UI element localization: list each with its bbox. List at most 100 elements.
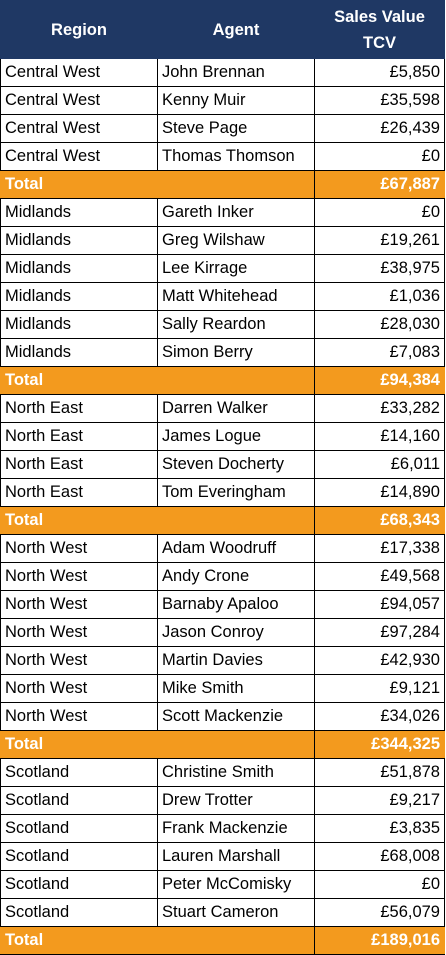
total-blank-cell [157,926,315,955]
agent-cell: Gareth Inker [157,198,315,227]
sales-value-cell: £42,930 [314,646,445,675]
total-blank-cell [157,506,315,535]
table-row: North East James Logue £14,160 [0,422,445,451]
agent-cell: Scott Mackenzie [157,702,315,731]
agent-cell: Frank Mackenzie [157,814,315,843]
region-cell: Midlands [0,226,158,255]
region-cell: Scotland [0,758,158,787]
agent-cell: Steven Docherty [157,450,315,479]
sales-value-cell: £56,079 [314,898,445,927]
region-cell: Midlands [0,254,158,283]
sales-value-cell: £14,160 [314,422,445,451]
agent-cell: Darren Walker [157,394,315,423]
sales-value-cell: £97,284 [314,618,445,647]
total-row: Total £67,887 [0,170,445,199]
total-blank-cell [157,170,315,199]
total-blank-cell [157,730,315,759]
sales-value-cell: £49,568 [314,562,445,591]
agent-cell: Tom Everingham [157,478,315,507]
table-row: North East Tom Everingham £14,890 [0,478,445,507]
table-row: Midlands Lee Kirrage £38,975 [0,254,445,283]
total-value-cell: £94,384 [314,366,445,395]
agent-cell: Andy Crone [157,562,315,591]
table-row: Scotland Stuart Cameron £56,079 [0,898,445,927]
region-cell: Central West [0,142,158,171]
table-row: Midlands Matt Whitehead £1,036 [0,282,445,311]
total-row: Total £344,325 [0,730,445,759]
header-agent: Agent [157,0,315,59]
region-cell: Scotland [0,842,158,871]
agent-cell: Kenny Muir [157,86,315,115]
region-cell: North West [0,562,158,591]
header-sales-line1: Sales Value [334,7,425,26]
agent-cell: Thomas Thomson [157,142,315,171]
agent-cell: Simon Berry [157,338,315,367]
region-cell: North East [0,450,158,479]
region-cell: North West [0,618,158,647]
region-cell: North East [0,478,158,507]
agent-cell: Barnaby Apaloo [157,590,315,619]
region-cell: Midlands [0,338,158,367]
header-sales-line2: TCV [363,33,396,52]
table-row: North West Barnaby Apaloo £94,057 [0,590,445,619]
agent-cell: Stuart Cameron [157,898,315,927]
header-sales-value: Sales Value TCV [314,0,445,59]
agent-cell: Peter McComisky [157,870,315,899]
table-row: Midlands Sally Reardon £28,030 [0,310,445,339]
sales-value-cell: £19,261 [314,226,445,255]
agent-cell: Lauren Marshall [157,842,315,871]
region-cell: Midlands [0,282,158,311]
table-row: North West Mike Smith £9,121 [0,674,445,703]
sales-value-cell: £38,975 [314,254,445,283]
agent-cell: John Brennan [157,58,315,87]
table-row: Central West John Brennan £5,850 [0,58,445,87]
sales-value-cell: £0 [314,870,445,899]
region-cell: Scotland [0,898,158,927]
table-row: Central West Kenny Muir £35,598 [0,86,445,115]
total-blank-cell [157,366,315,395]
agent-cell: Adam Woodruff [157,534,315,563]
total-value-cell: £67,887 [314,170,445,199]
sales-value-cell: £34,026 [314,702,445,731]
sales-value-cell: £68,008 [314,842,445,871]
agent-cell: James Logue [157,422,315,451]
sales-value-cell: £35,598 [314,86,445,115]
table-row: North West Adam Woodruff £17,338 [0,534,445,563]
sales-value-cell: £0 [314,198,445,227]
agent-cell: Drew Trotter [157,786,315,815]
sales-value-cell: £26,439 [314,114,445,143]
total-label-cell: Total [0,926,158,955]
sales-value-cell: £33,282 [314,394,445,423]
table-row: Scotland Drew Trotter £9,217 [0,786,445,815]
table-body: Central West John Brennan £5,850 Central We… [0,58,445,955]
total-value-cell: £189,016 [314,926,445,955]
table-row: Scotland Lauren Marshall £68,008 [0,842,445,871]
region-cell: North East [0,422,158,451]
table-row: Midlands Simon Berry £7,083 [0,338,445,367]
total-row: Total £94,384 [0,366,445,395]
table-row: Midlands Greg Wilshaw £19,261 [0,226,445,255]
total-label-cell: Total [0,730,158,759]
total-value-cell: £68,343 [314,506,445,535]
table-row: North West Martin Davies £42,930 [0,646,445,675]
total-label-cell: Total [0,170,158,199]
table-row: North East Steven Docherty £6,011 [0,450,445,479]
sales-value-cell: £6,011 [314,450,445,479]
region-cell: North West [0,702,158,731]
region-cell: Central West [0,86,158,115]
region-cell: Midlands [0,310,158,339]
header-region: Region [0,0,158,59]
agent-cell: Greg Wilshaw [157,226,315,255]
sales-value-cell: £9,217 [314,786,445,815]
region-cell: North West [0,646,158,675]
region-cell: Scotland [0,870,158,899]
total-row: Total £68,343 [0,506,445,535]
agent-cell: Lee Kirrage [157,254,315,283]
region-cell: Midlands [0,198,158,227]
agent-cell: Jason Conroy [157,618,315,647]
region-cell: Central West [0,114,158,143]
table-row: North West Andy Crone £49,568 [0,562,445,591]
table-row: Scotland Peter McComisky £0 [0,870,445,899]
sales-value-cell: £3,835 [314,814,445,843]
table-row: North West Scott Mackenzie £34,026 [0,702,445,731]
